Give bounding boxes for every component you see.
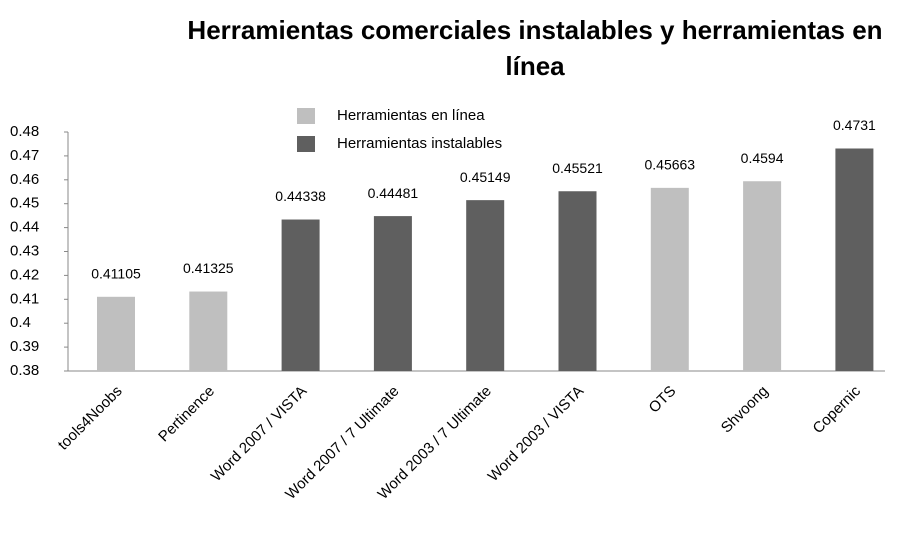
bar (97, 296, 135, 371)
value-label: 0.4731 (833, 117, 876, 133)
value-label: 0.44481 (368, 185, 419, 201)
y-tick-label: 0.39 (10, 338, 39, 355)
y-tick-label: 0.42 (10, 266, 39, 283)
legend-label: Herramientas en línea (337, 107, 485, 124)
bar (281, 219, 320, 371)
y-tick-label: 0.41 (10, 290, 39, 307)
bar (558, 191, 597, 371)
x-tick-label: Word 2007 / VISTA (208, 383, 310, 485)
x-tick-label: OTS (646, 383, 680, 417)
y-tick-label: 0.44 (10, 219, 39, 236)
value-label: 0.45149 (460, 169, 511, 185)
bar (743, 181, 782, 371)
legend-swatch (297, 108, 315, 124)
legend-label: Herramientas instalables (337, 135, 502, 152)
bar (189, 291, 228, 371)
legend-swatch (297, 136, 315, 152)
x-tick-label: Shvoong (718, 383, 772, 437)
x-tick-label: Pertinence (155, 383, 218, 446)
y-tick-label: 0.43 (10, 242, 39, 259)
x-tick-label: Copernic (810, 382, 865, 437)
bar (835, 148, 874, 371)
y-tick-label: 0.45 (10, 195, 39, 212)
value-label: 0.45663 (644, 157, 695, 173)
y-tick-label: 0.46 (10, 171, 39, 188)
y-tick-label: 0.48 (10, 123, 39, 140)
value-label: 0.41105 (91, 265, 141, 281)
chart-title: Herramientas comerciales instalables y h… (187, 15, 883, 81)
y-tick-label: 0.4 (10, 314, 31, 331)
value-label: 0.41325 (183, 260, 234, 276)
bar (650, 187, 689, 371)
y-tick-label: 0.47 (10, 147, 39, 164)
bar (373, 216, 412, 371)
value-label: 0.45521 (552, 160, 603, 176)
value-label: 0.44338 (275, 188, 326, 204)
value-label: 0.4594 (741, 150, 784, 166)
x-tick-label: tools4Noobs (55, 383, 126, 454)
x-tick-label: Word 2003 / VISTA (485, 383, 587, 485)
y-tick-label: 0.38 (10, 362, 39, 379)
bar (466, 200, 505, 371)
